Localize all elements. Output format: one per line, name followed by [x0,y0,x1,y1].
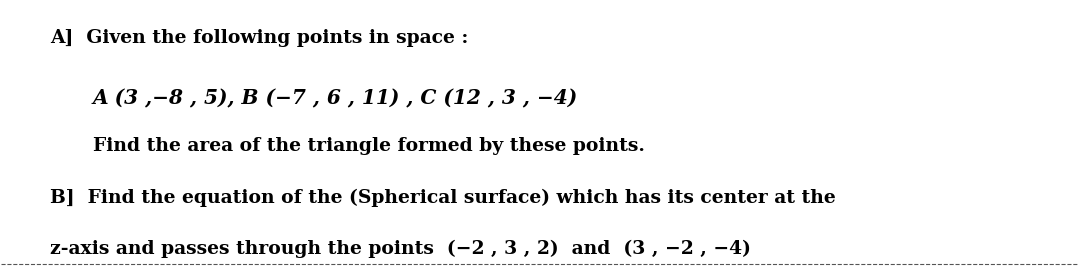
Text: Find the area of the triangle formed by these points.: Find the area of the triangle formed by … [93,137,645,155]
Text: A]  Given the following points in space :: A] Given the following points in space : [50,28,469,47]
Text: B]  Find the equation of the (Spherical surface) which has its center at the: B] Find the equation of the (Spherical s… [50,189,836,207]
Text: z-axis and passes through the points  (−2 , 3 , 2)  and  (3 , −2 , −4): z-axis and passes through the points (−2… [50,240,751,258]
Text: A (3 ,−8 , 5), B (−7 , 6 , 11) , C (12 , 3 , −4): A (3 ,−8 , 5), B (−7 , 6 , 11) , C (12 ,… [93,88,578,108]
